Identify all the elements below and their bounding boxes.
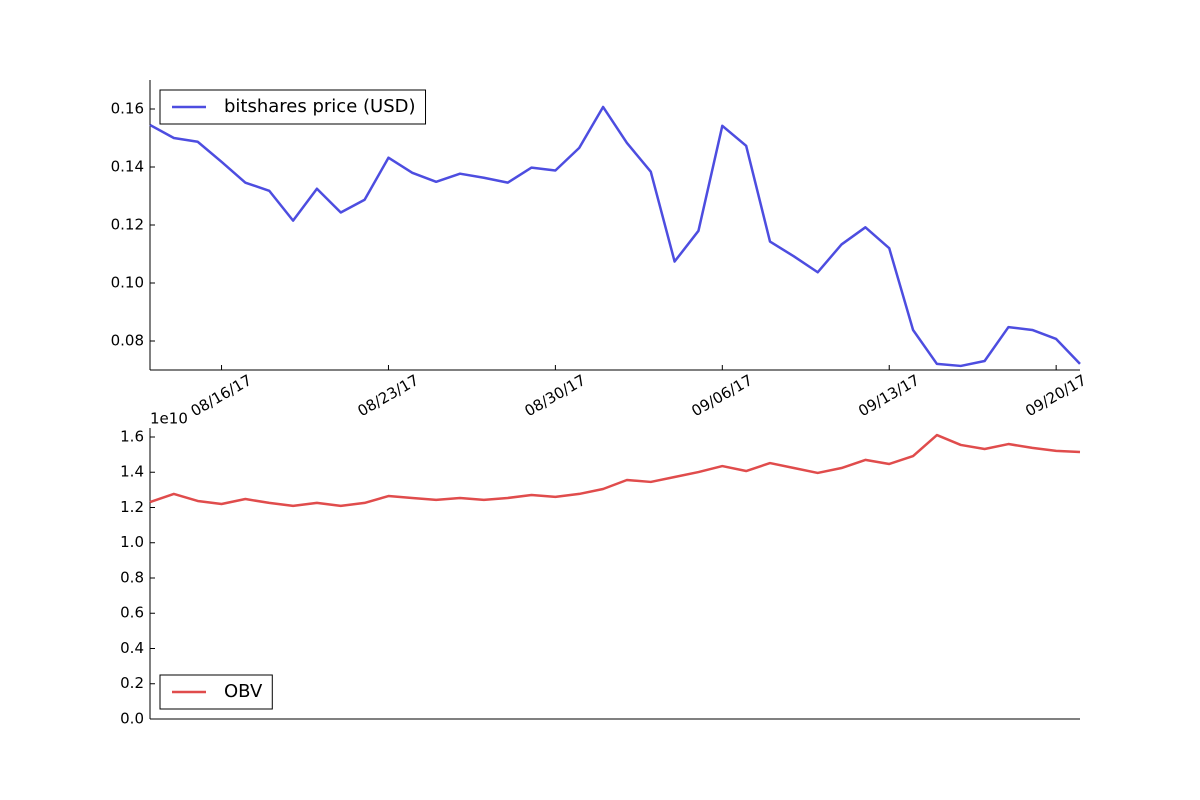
y-tick-label: 0.16 xyxy=(111,100,144,118)
series-line xyxy=(149,433,1081,508)
y-tick-label: 0.08 xyxy=(111,332,144,350)
y-tick-label: 1.2 xyxy=(120,498,144,516)
y-tick-label: 0.12 xyxy=(111,216,144,234)
y-tick-label: 0.2 xyxy=(120,674,144,692)
y-tick-label: 0.0 xyxy=(120,710,144,728)
x-tick-label: 08/23/17 xyxy=(355,371,422,420)
series-line xyxy=(149,105,1081,368)
legend-label: bitshares price (USD) xyxy=(224,96,416,117)
x-tick-label: 09/13/17 xyxy=(855,371,922,420)
y-tick-label: 1.4 xyxy=(120,463,144,481)
y-tick-label: 0.6 xyxy=(120,604,144,622)
y-tick-label: 1.6 xyxy=(120,427,144,445)
y-offset-label: 1e10 xyxy=(150,410,188,428)
x-tick-label: 09/06/17 xyxy=(688,371,755,420)
y-tick-label: 0.14 xyxy=(111,158,144,176)
x-tick-label: 09/20/17 xyxy=(1022,371,1089,420)
x-tick-label: 08/30/17 xyxy=(521,371,588,420)
y-tick-label: 0.10 xyxy=(111,274,144,292)
y-tick-label: 0.4 xyxy=(120,639,144,657)
legend-label: OBV xyxy=(224,681,263,702)
x-tick-label: 08/16/17 xyxy=(188,371,255,420)
y-tick-label: 1.0 xyxy=(120,533,144,551)
y-tick-label: 0.8 xyxy=(120,568,144,586)
